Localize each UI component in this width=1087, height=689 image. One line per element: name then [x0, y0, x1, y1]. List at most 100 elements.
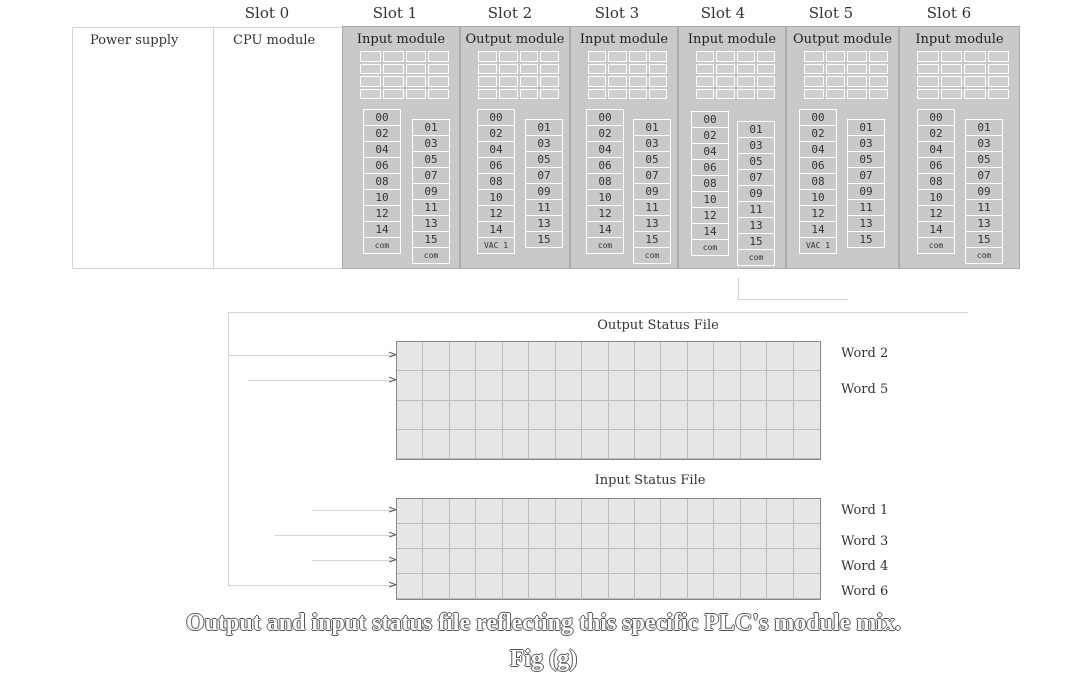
module-indicator-grid: [478, 51, 559, 99]
terminal: 13: [526, 216, 562, 232]
connector-line: [248, 380, 393, 381]
terminal: 13: [966, 216, 1002, 232]
rack-divider: [213, 27, 214, 269]
terminal: 02: [478, 126, 514, 142]
terminal: 09: [738, 186, 774, 202]
terminal: 11: [526, 200, 562, 216]
terminal: 12: [692, 208, 728, 224]
terminal: 05: [526, 152, 562, 168]
terminal-column-left: 00 02 04 06 08 10 12 14 com: [917, 109, 955, 254]
terminal: 05: [738, 154, 774, 170]
terminal-column-left: 00 02 04 06 08 10 12 14 com: [586, 109, 624, 254]
output-status-table: [396, 341, 821, 460]
terminal: 08: [692, 176, 728, 192]
terminal: 04: [692, 144, 728, 160]
module-title: Input module: [679, 32, 785, 47]
terminal: 13: [848, 216, 884, 232]
terminal: 01: [526, 120, 562, 136]
terminal: 13: [738, 218, 774, 234]
module-title: Output module: [461, 32, 569, 47]
terminal-column-left: 00 02 04 06 08 10 12 14 com: [363, 109, 401, 254]
terminal: 04: [918, 142, 954, 158]
terminal: 04: [364, 142, 400, 158]
terminal: 10: [692, 192, 728, 208]
terminal-column-left: 00 02 04 06 08 10 12 14 VAC 1: [799, 109, 837, 254]
output-word-label: Word 5: [841, 382, 888, 397]
terminal: 08: [478, 174, 514, 190]
module-indicator-grid: [696, 51, 775, 99]
terminal-column-right: 01 03 05 07 09 11 13 15 com: [412, 119, 450, 264]
terminal: 14: [478, 222, 514, 238]
terminal: 02: [800, 126, 836, 142]
terminal-common: com: [364, 238, 400, 253]
terminal-column-right: 01 03 05 07 09 11 13 15 com: [965, 119, 1003, 264]
terminal-common: com: [587, 238, 623, 253]
slot-label-0: Slot 0: [217, 4, 317, 22]
terminal-column-right: 01 03 05 07 09 11 13 15: [847, 119, 885, 248]
terminal: 14: [364, 222, 400, 238]
module-title: Input module: [900, 32, 1019, 47]
terminal: 14: [918, 222, 954, 238]
terminal: 00: [800, 110, 836, 126]
module-title: Output module: [787, 32, 898, 47]
terminal: 06: [587, 158, 623, 174]
terminal: 08: [364, 174, 400, 190]
module-slot-3: Input module 00 02 04 06 08 10 12 14 com…: [570, 26, 678, 269]
terminal-column-left: 00 02 04 06 08 10 12 14 com: [691, 111, 729, 256]
terminal-column-right: 01 03 05 07 09 11 13 15 com: [737, 121, 775, 266]
terminal: 07: [526, 168, 562, 184]
module-slot-2: Output module 00 02 04 06 08 10 12 14 VA…: [460, 26, 570, 269]
terminal: 14: [800, 222, 836, 238]
input-status-file-title: Input Status File: [500, 473, 800, 488]
slot-label-6: Slot 6: [899, 4, 999, 22]
terminal-common: com: [738, 250, 774, 265]
terminal: 03: [738, 138, 774, 154]
terminal: 00: [478, 110, 514, 126]
module-indicator-grid: [917, 51, 1009, 99]
terminal: 15: [526, 232, 562, 247]
module-title: Input module: [571, 32, 677, 47]
terminal-column-left: 00 02 04 06 08 10 12 14 VAC 1: [477, 109, 515, 254]
terminal: 13: [634, 216, 670, 232]
terminal-vac: VAC 1: [478, 238, 514, 253]
terminal: 10: [364, 190, 400, 206]
output-word-label: Word 2: [841, 346, 888, 361]
terminal-common: com: [634, 248, 670, 263]
terminal: 00: [587, 110, 623, 126]
terminal: 02: [364, 126, 400, 142]
terminal: 01: [848, 120, 884, 136]
terminal: 15: [966, 232, 1002, 248]
terminal: 04: [478, 142, 514, 158]
slot-label-3: Slot 3: [567, 4, 667, 22]
terminal: 09: [526, 184, 562, 200]
input-word-label: Word 1: [841, 503, 888, 518]
terminal: 12: [918, 206, 954, 222]
connector-line: [228, 585, 393, 586]
terminal: 06: [692, 160, 728, 176]
connector-line: [228, 355, 393, 356]
terminal: 11: [413, 200, 449, 216]
terminal: 01: [634, 120, 670, 136]
terminal: 06: [478, 158, 514, 174]
connector-line: [228, 312, 968, 313]
terminal-common: com: [918, 238, 954, 253]
terminal: 05: [634, 152, 670, 168]
connector-line: [738, 299, 848, 300]
figure-number: Fig (g): [0, 646, 1087, 673]
connector-line: [312, 560, 393, 561]
terminal: 15: [738, 234, 774, 250]
terminal: 00: [918, 110, 954, 126]
terminal: 12: [800, 206, 836, 222]
input-word-label: Word 4: [841, 559, 888, 574]
terminal: 06: [364, 158, 400, 174]
terminal: 15: [848, 232, 884, 247]
connector-line: [738, 278, 739, 300]
terminal: 03: [848, 136, 884, 152]
figure-caption: Output and input status file reflecting …: [0, 610, 1087, 637]
terminal-common: com: [413, 248, 449, 263]
terminal: 02: [587, 126, 623, 142]
slot-label-5: Slot 5: [781, 4, 881, 22]
terminal: 02: [692, 128, 728, 144]
terminal: 05: [966, 152, 1002, 168]
slot-label-2: Slot 2: [460, 4, 560, 22]
